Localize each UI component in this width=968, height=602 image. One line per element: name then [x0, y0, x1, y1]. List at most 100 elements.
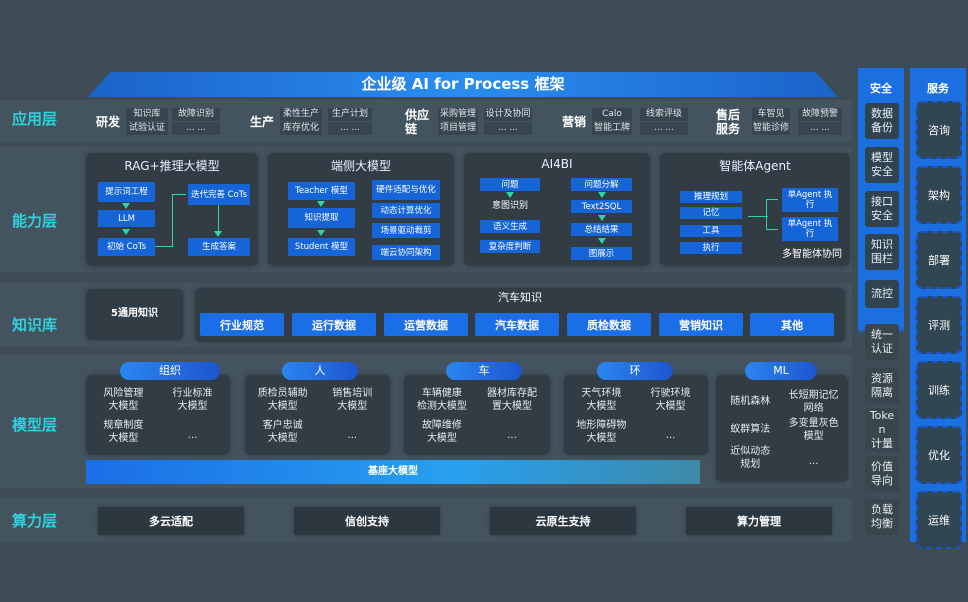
app-item[interactable]: ... ...	[172, 122, 220, 135]
ai4bi-step[interactable]: 问题分解	[571, 178, 632, 191]
app-item[interactable]: 智能诊修	[752, 122, 790, 135]
rag-step[interactable]: LLM	[98, 210, 155, 227]
rag-step[interactable]: 初始 CoTs	[98, 238, 155, 256]
agent-component[interactable]: 执行	[680, 242, 742, 254]
app-item[interactable]: 库存优化	[280, 122, 322, 135]
app-item[interactable]: ... ...	[798, 122, 842, 135]
rag-step[interactable]: 生成答案	[188, 238, 250, 256]
rag-step[interactable]: 迭代完善 CoTs	[188, 184, 250, 205]
agent-executor[interactable]: 单Agent 执行	[782, 188, 838, 212]
security-item[interactable]: 数据 备份	[865, 103, 899, 139]
ai4bi-step[interactable]: 问题	[480, 178, 540, 191]
model-item[interactable]: ...	[187, 430, 198, 441]
app-item[interactable]: 知识库	[126, 108, 168, 121]
model-item[interactable]: 天气环境 大模型	[581, 388, 622, 412]
agent-component[interactable]: 记忆	[680, 207, 742, 219]
knowledge-item[interactable]: 营销知识	[659, 313, 743, 336]
security-item[interactable]: 知识 围栏	[865, 234, 899, 270]
compute-item[interactable]: 算力管理	[686, 507, 832, 535]
knowledge-item[interactable]: 其他	[750, 313, 834, 336]
app-item[interactable]: ... ...	[640, 122, 688, 135]
security-item[interactable]: 模型 安全	[865, 147, 899, 183]
agent-component[interactable]: 推理规划	[680, 191, 742, 203]
knowledge-item[interactable]: 质检数据	[567, 313, 651, 336]
security-item[interactable]: 价值 导向	[865, 456, 899, 492]
service-item[interactable]: 运维	[916, 491, 962, 549]
model-item[interactable]: 行驶环境 大模型	[650, 388, 691, 412]
ai4bi-step[interactable]: Text2SQL	[571, 200, 632, 213]
ai4bi-step[interactable]: 图展示	[571, 247, 632, 260]
service-item[interactable]: 评测	[916, 296, 962, 354]
app-item[interactable]: 生产计划	[328, 108, 372, 121]
model-group-tag[interactable]: 组织	[120, 362, 220, 380]
security-item[interactable]: 负载 均衡	[865, 499, 899, 535]
model-item[interactable]: 规章制度 大模型	[103, 420, 144, 444]
edge-feature[interactable]: 硬件适配与优化	[372, 180, 440, 200]
security-item[interactable]: Toke n 计量	[865, 408, 899, 452]
ai4bi-step[interactable]: 复杂度判断	[480, 240, 540, 253]
model-item[interactable]: 行业标准 大模型	[172, 388, 213, 412]
service-item[interactable]: 优化	[916, 426, 962, 484]
security-item[interactable]: 流控	[865, 280, 899, 308]
edge-feature[interactable]: 场景驱动裁剪	[372, 223, 440, 238]
app-item[interactable]: 设计及协同	[484, 108, 532, 121]
model-item[interactable]: ...	[347, 430, 358, 441]
model-item[interactable]: 车辆健康 检测大模型	[416, 388, 467, 412]
model-item[interactable]: ...	[507, 430, 517, 441]
agent-executor[interactable]: 单Agent 执行	[782, 217, 838, 241]
app-item[interactable]: 故障预警	[798, 108, 842, 121]
service-item[interactable]: 训练	[916, 361, 962, 419]
model-item[interactable]: 近似动态 规划	[730, 446, 771, 470]
security-item[interactable]: 统一 认证	[865, 324, 899, 360]
ai4bi-step[interactable]: 总结结果	[571, 223, 632, 236]
model-group-tag[interactable]: 车	[446, 362, 522, 380]
model-group-tag[interactable]: 人	[282, 362, 358, 380]
knowledge-item[interactable]: 汽车数据	[475, 313, 559, 336]
knowledge-item[interactable]: 行业规范	[200, 313, 284, 336]
app-item[interactable]: 车智见	[752, 108, 790, 121]
app-item[interactable]: 故障识别	[172, 108, 220, 121]
model-item[interactable]: 销售培训 大模型	[332, 388, 373, 412]
model-item[interactable]: ...	[665, 430, 676, 441]
model-item[interactable]: ...	[808, 456, 819, 467]
app-item[interactable]: 线索评级	[640, 108, 688, 121]
rag-step[interactable]: 提示词工程	[98, 182, 155, 202]
model-item[interactable]: 多变量灰色 模型	[788, 418, 839, 442]
app-item[interactable]: ... ...	[484, 122, 532, 135]
knowledge-item[interactable]: 运营数据	[384, 313, 468, 336]
app-item[interactable]: 项目管理	[438, 122, 478, 135]
security-item[interactable]: 资源 隔离	[865, 368, 899, 404]
app-item[interactable]: 采购管理	[438, 108, 478, 121]
model-group-tag[interactable]: ML	[745, 362, 817, 380]
compute-item[interactable]: 云原生支持	[490, 507, 636, 535]
edge-step[interactable]: Student 模型	[288, 238, 355, 256]
service-item[interactable]: 架构	[916, 166, 962, 224]
app-item[interactable]: ... ...	[328, 122, 372, 135]
app-item[interactable]: 智能工牌	[592, 122, 632, 135]
app-item[interactable]: 试验认证	[126, 122, 168, 135]
model-item[interactable]: 器材库存配 置大模型	[487, 388, 538, 412]
model-item[interactable]: 风险管理 大模型	[103, 388, 144, 412]
edge-step[interactable]: Teacher 模型	[288, 182, 355, 200]
model-item[interactable]: 蚁群算法	[730, 424, 771, 435]
model-item[interactable]: 故障维修 大模型	[421, 420, 462, 444]
app-item[interactable]: Calo	[592, 108, 632, 121]
service-item[interactable]: 部署	[916, 231, 962, 289]
edge-feature[interactable]: 端云协同架构	[372, 245, 440, 260]
model-item[interactable]: 长短期记忆 网络	[788, 390, 839, 414]
security-item[interactable]: 接口 安全	[865, 191, 899, 227]
compute-item[interactable]: 信创支持	[294, 507, 440, 535]
model-item[interactable]: 质检员辅助 大模型	[257, 388, 308, 412]
model-item[interactable]: 客户忠诚 大模型	[262, 420, 303, 444]
service-item[interactable]: 咨询	[916, 101, 962, 159]
knowledge-item[interactable]: 运行数据	[292, 313, 376, 336]
ai4bi-step[interactable]: 语义生成	[480, 220, 540, 233]
app-item[interactable]: 柔性生产	[280, 108, 322, 121]
agent-component[interactable]: 工具	[680, 225, 742, 237]
model-group-tag[interactable]: 环	[597, 362, 673, 380]
compute-item[interactable]: 多云适配	[98, 507, 244, 535]
model-item[interactable]: 地形障碍物 大模型	[576, 420, 627, 444]
edge-step[interactable]: 知识提取	[288, 208, 355, 228]
edge-feature[interactable]: 动态计算优化	[372, 203, 440, 218]
model-item[interactable]: 随机森林	[730, 396, 771, 407]
